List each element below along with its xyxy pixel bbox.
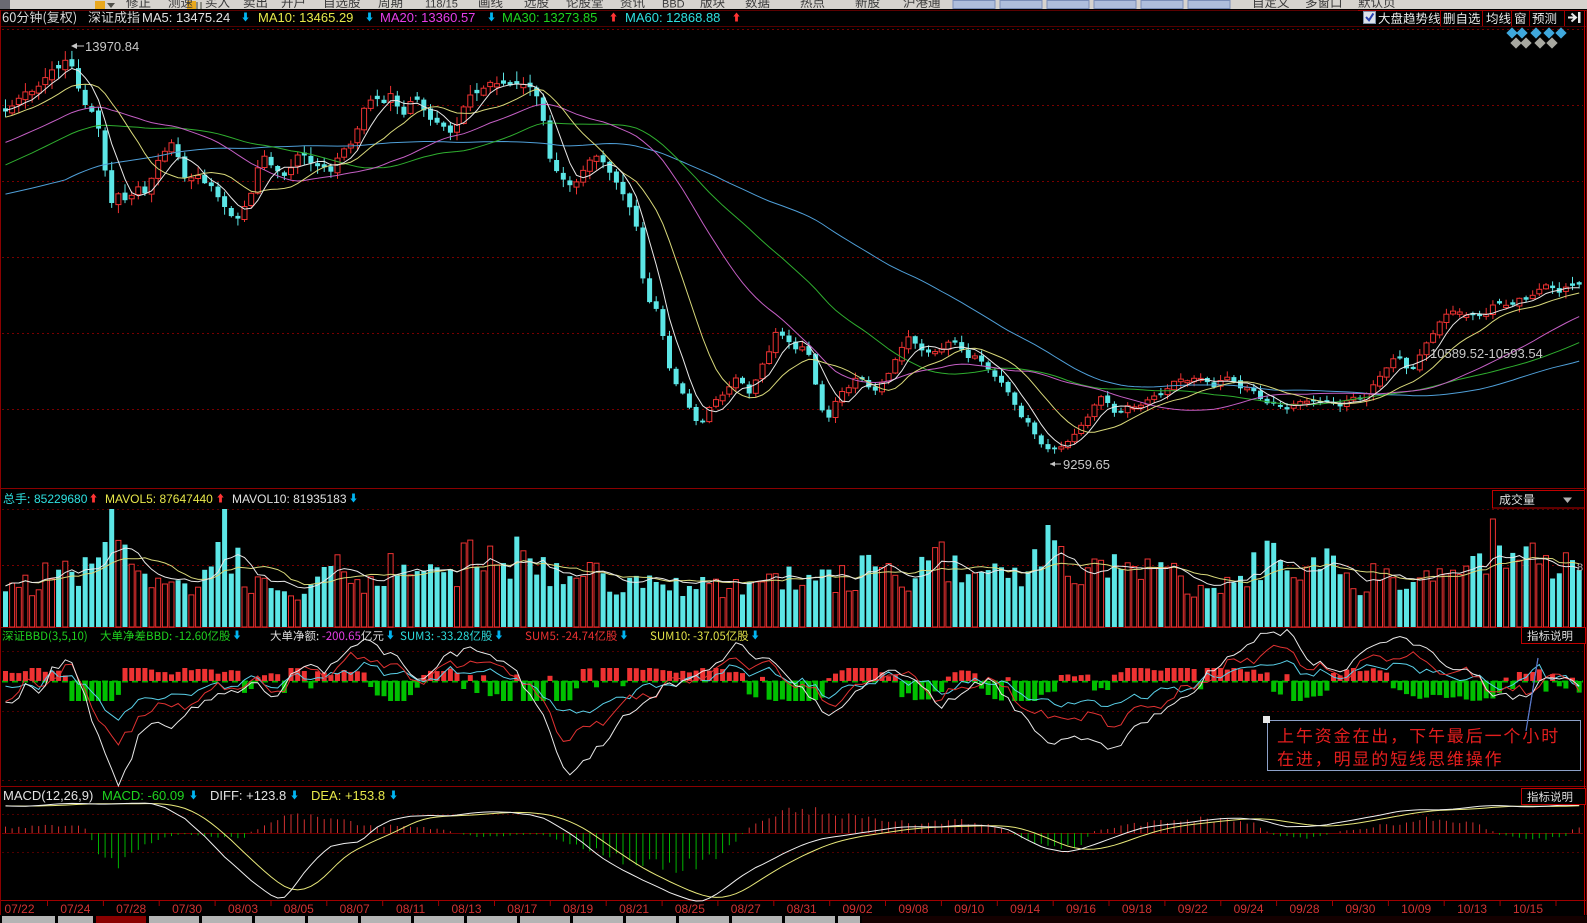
svg-text:10589.52-10593.54: 10589.52-10593.54 (1430, 346, 1543, 361)
svg-text:08/07: 08/07 (340, 902, 370, 916)
svg-text:DEA: +153.8: DEA: +153.8 (311, 788, 385, 803)
svg-text:09/10: 09/10 (954, 902, 984, 916)
svg-text:MA20: 13360.57: MA20: 13360.57 (380, 10, 475, 25)
svg-text:08/27: 08/27 (731, 902, 761, 916)
svg-text:MACD: -60.09: MACD: -60.09 (102, 788, 184, 803)
svg-text:08/31: 08/31 (787, 902, 817, 916)
svg-text:09/28: 09/28 (1289, 902, 1319, 916)
svg-text:10/15: 10/15 (1513, 902, 1543, 916)
svg-text:DIFF: +123.8: DIFF: +123.8 (210, 788, 286, 803)
svg-text:10/09: 10/09 (1401, 902, 1431, 916)
svg-text:09/18: 09/18 (1122, 902, 1152, 916)
svg-text:BBD: BBD (662, 0, 685, 11)
svg-text:07/24: 07/24 (60, 902, 90, 916)
svg-text:85229680: 85229680 (34, 492, 88, 506)
svg-text:MA30: 13273.85: MA30: 13273.85 (502, 10, 597, 25)
svg-text:08/21: 08/21 (619, 902, 649, 916)
svg-text:MA10: 13465.29: MA10: 13465.29 (258, 10, 353, 25)
svg-text:MA60: 12868.88: MA60: 12868.88 (625, 10, 720, 25)
svg-text:09/24: 09/24 (1234, 902, 1264, 916)
svg-text:8: 8 (1577, 562, 1583, 574)
svg-text:MAVOL10: 81935183: MAVOL10: 81935183 (232, 492, 347, 506)
svg-text:07/22: 07/22 (4, 902, 34, 916)
svg-text:08/05: 08/05 (284, 902, 314, 916)
svg-text:09/14: 09/14 (1010, 902, 1040, 916)
svg-text:07/30: 07/30 (172, 902, 202, 916)
svg-text:9259.65: 9259.65 (1063, 457, 1110, 472)
svg-text:07/28: 07/28 (116, 902, 146, 916)
svg-text:09/08: 09/08 (898, 902, 928, 916)
svg-text:09/30: 09/30 (1345, 902, 1375, 916)
svg-text:MAVOL5: 87647440: MAVOL5: 87647440 (105, 492, 213, 506)
svg-text:118/15: 118/15 (425, 0, 458, 11)
svg-text:10/13: 10/13 (1457, 902, 1487, 916)
svg-text:08/25: 08/25 (675, 902, 705, 916)
svg-text:09/02: 09/02 (842, 902, 872, 916)
svg-text:08/17: 08/17 (507, 902, 537, 916)
svg-text:MA5: 13475.24: MA5: 13475.24 (142, 10, 230, 25)
svg-text:13970.84: 13970.84 (85, 39, 139, 54)
svg-text:09/22: 09/22 (1178, 902, 1208, 916)
svg-text:08/19: 08/19 (563, 902, 593, 916)
svg-text:MACD(12,26,9): MACD(12,26,9) (3, 788, 93, 803)
svg-text:09/16: 09/16 (1066, 902, 1096, 916)
svg-text:08/03: 08/03 (228, 902, 258, 916)
svg-text:08/13: 08/13 (451, 902, 481, 916)
svg-text:08/11: 08/11 (396, 902, 425, 916)
